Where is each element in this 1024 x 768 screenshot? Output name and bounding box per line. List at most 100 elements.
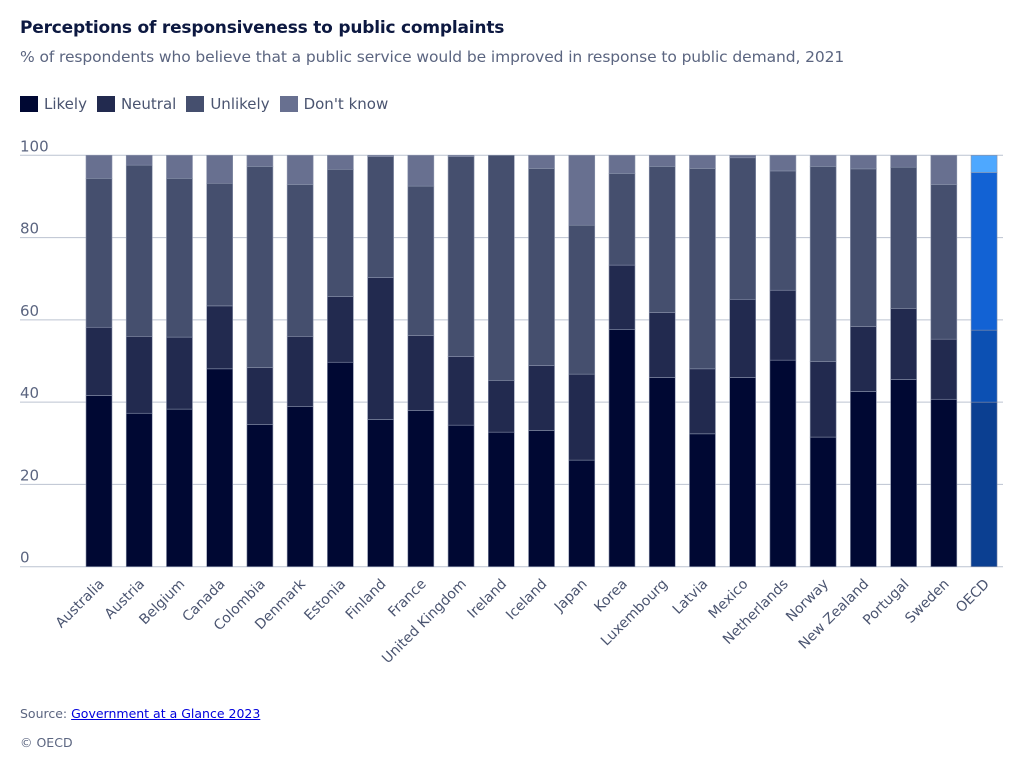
bar-stack-new-zealand[interactable] — [850, 154, 877, 567]
bar-segment-latvia-don-t-know[interactable] — [689, 154, 716, 169]
bar-segment-iceland-don-t-know[interactable] — [528, 154, 555, 169]
bar-segment-korea-unlikely[interactable] — [608, 173, 636, 266]
bar-segment-colombia-likely[interactable] — [246, 424, 274, 567]
bar-stack-france[interactable] — [407, 154, 435, 568]
bar-stack-canada[interactable] — [206, 154, 233, 568]
bar-segment-latvia-neutral[interactable] — [689, 368, 716, 435]
bar-segment-oecd-don-t-know[interactable] — [970, 154, 998, 173]
bar-segment-netherlands-likely[interactable] — [769, 359, 797, 567]
bar-segment-colombia-unlikely[interactable] — [246, 166, 274, 368]
bar-segment-estonia-likely[interactable] — [327, 361, 354, 568]
bar-stack-japan[interactable] — [568, 154, 596, 567]
bar-segment-ireland-unlikely[interactable] — [487, 154, 515, 381]
bar-segment-oecd-likely[interactable] — [970, 401, 998, 568]
legend-item-dont-know[interactable]: Don't know — [279, 95, 388, 113]
bar-segment-united-kingdom-likely[interactable] — [447, 424, 475, 568]
bar-segment-korea-likely[interactable] — [608, 329, 636, 568]
bar-segment-canada-likely[interactable] — [206, 368, 233, 568]
bar-segment-australia-don-t-know[interactable] — [85, 154, 113, 179]
bar-segment-korea-neutral[interactable] — [608, 264, 636, 330]
bar-stack-austria[interactable] — [125, 154, 153, 567]
source-link[interactable]: Government at a Glance 2023 — [71, 706, 261, 721]
bar-segment-united-kingdom-unlikely[interactable] — [447, 156, 475, 357]
bar-segment-belgium-likely[interactable] — [166, 408, 193, 567]
bar-stack-sweden[interactable] — [930, 154, 958, 567]
bar-segment-colombia-neutral[interactable] — [246, 367, 274, 425]
bar-segment-australia-unlikely[interactable] — [85, 178, 113, 328]
bar-segment-new-zealand-unlikely[interactable] — [850, 168, 877, 327]
legend-item-likely[interactable]: Likely — [20, 95, 87, 113]
bar-segment-japan-neutral[interactable] — [568, 373, 596, 461]
bar-segment-japan-likely[interactable] — [568, 459, 596, 567]
bar-stack-korea[interactable] — [608, 154, 636, 568]
bar-segment-mexico-neutral[interactable] — [729, 298, 756, 378]
bar-segment-netherlands-unlikely[interactable] — [769, 170, 797, 291]
bar-stack-portugal[interactable] — [890, 154, 917, 567]
bar-segment-latvia-likely[interactable] — [689, 433, 716, 568]
bar-segment-ireland-neutral[interactable] — [487, 380, 515, 433]
bar-segment-luxembourg-unlikely[interactable] — [648, 166, 676, 313]
bar-stack-iceland[interactable] — [528, 154, 555, 568]
bar-segment-denmark-don-t-know[interactable] — [286, 154, 314, 185]
bar-stack-estonia[interactable] — [327, 154, 354, 568]
bar-segment-netherlands-don-t-know[interactable] — [769, 154, 797, 172]
legend-item-neutral[interactable]: Neutral — [96, 95, 176, 113]
bar-segment-iceland-neutral[interactable] — [528, 365, 555, 431]
bar-segment-korea-don-t-know[interactable] — [608, 154, 636, 174]
bar-segment-denmark-unlikely[interactable] — [286, 184, 314, 337]
bar-segment-belgium-unlikely[interactable] — [166, 178, 193, 338]
bar-segment-austria-don-t-know[interactable] — [125, 154, 153, 166]
bar-segment-new-zealand-neutral[interactable] — [850, 326, 877, 392]
bar-segment-united-kingdom-don-t-know[interactable] — [447, 154, 475, 157]
bar-segment-japan-don-t-know[interactable] — [568, 154, 596, 226]
bar-segment-finland-don-t-know[interactable] — [367, 154, 394, 157]
bar-stack-norway[interactable] — [809, 154, 837, 568]
bar-segment-france-unlikely[interactable] — [407, 185, 435, 336]
bar-stack-denmark[interactable] — [286, 154, 314, 568]
bar-segment-norway-don-t-know[interactable] — [809, 154, 837, 167]
bar-stack-latvia[interactable] — [689, 154, 716, 568]
bar-stack-ireland[interactable] — [487, 154, 515, 568]
bar-segment-luxembourg-don-t-know[interactable] — [648, 154, 676, 167]
bar-segment-australia-neutral[interactable] — [85, 326, 113, 396]
bar-segment-new-zealand-don-t-know[interactable] — [850, 154, 877, 170]
bar-stack-belgium[interactable] — [166, 154, 193, 567]
bar-segment-belgium-neutral[interactable] — [166, 336, 193, 410]
bar-segment-luxembourg-neutral[interactable] — [648, 312, 676, 378]
bar-segment-finland-neutral[interactable] — [367, 277, 394, 420]
bar-segment-austria-neutral[interactable] — [125, 336, 153, 414]
bar-segment-denmark-likely[interactable] — [286, 406, 314, 568]
bar-segment-finland-unlikely[interactable] — [367, 156, 394, 278]
bar-segment-sweden-don-t-know[interactable] — [930, 154, 958, 185]
bar-segment-iceland-likely[interactable] — [528, 430, 555, 568]
bar-segment-norway-neutral[interactable] — [809, 361, 837, 438]
bar-stack-netherlands[interactable] — [769, 154, 797, 567]
bar-stack-finland[interactable] — [367, 154, 394, 567]
bar-segment-austria-likely[interactable] — [125, 412, 153, 567]
bar-segment-japan-unlikely[interactable] — [568, 224, 596, 375]
bar-stack-oecd[interactable] — [970, 154, 998, 568]
bar-segment-australia-likely[interactable] — [85, 395, 113, 567]
bar-segment-sweden-unlikely[interactable] — [930, 184, 958, 340]
bar-segment-france-don-t-know[interactable] — [407, 154, 435, 187]
bar-segment-oecd-neutral[interactable] — [970, 329, 998, 403]
bar-segment-mexico-don-t-know[interactable] — [729, 154, 756, 159]
bar-segment-denmark-neutral[interactable] — [286, 336, 314, 407]
bar-segment-canada-unlikely[interactable] — [206, 182, 233, 307]
bar-segment-finland-likely[interactable] — [367, 419, 394, 567]
bar-segment-latvia-unlikely[interactable] — [689, 168, 716, 370]
bar-segment-oecd-unlikely[interactable] — [970, 172, 998, 331]
bar-segment-colombia-don-t-know[interactable] — [246, 154, 274, 167]
bar-segment-canada-neutral[interactable] — [206, 305, 233, 370]
bar-segment-estonia-neutral[interactable] — [327, 296, 354, 363]
bar-segment-norway-unlikely[interactable] — [809, 166, 837, 362]
bar-segment-ireland-likely[interactable] — [487, 431, 515, 568]
bar-segment-united-kingdom-neutral[interactable] — [447, 356, 475, 426]
bar-segment-estonia-unlikely[interactable] — [327, 168, 354, 297]
bar-segment-netherlands-neutral[interactable] — [769, 289, 797, 361]
legend-item-unlikely[interactable]: Unlikely — [186, 95, 270, 113]
bar-segment-mexico-unlikely[interactable] — [729, 157, 756, 300]
bar-segment-portugal-unlikely[interactable] — [890, 166, 917, 309]
bar-segment-iceland-unlikely[interactable] — [528, 168, 555, 366]
bar-stack-united-kingdom[interactable] — [447, 154, 475, 568]
